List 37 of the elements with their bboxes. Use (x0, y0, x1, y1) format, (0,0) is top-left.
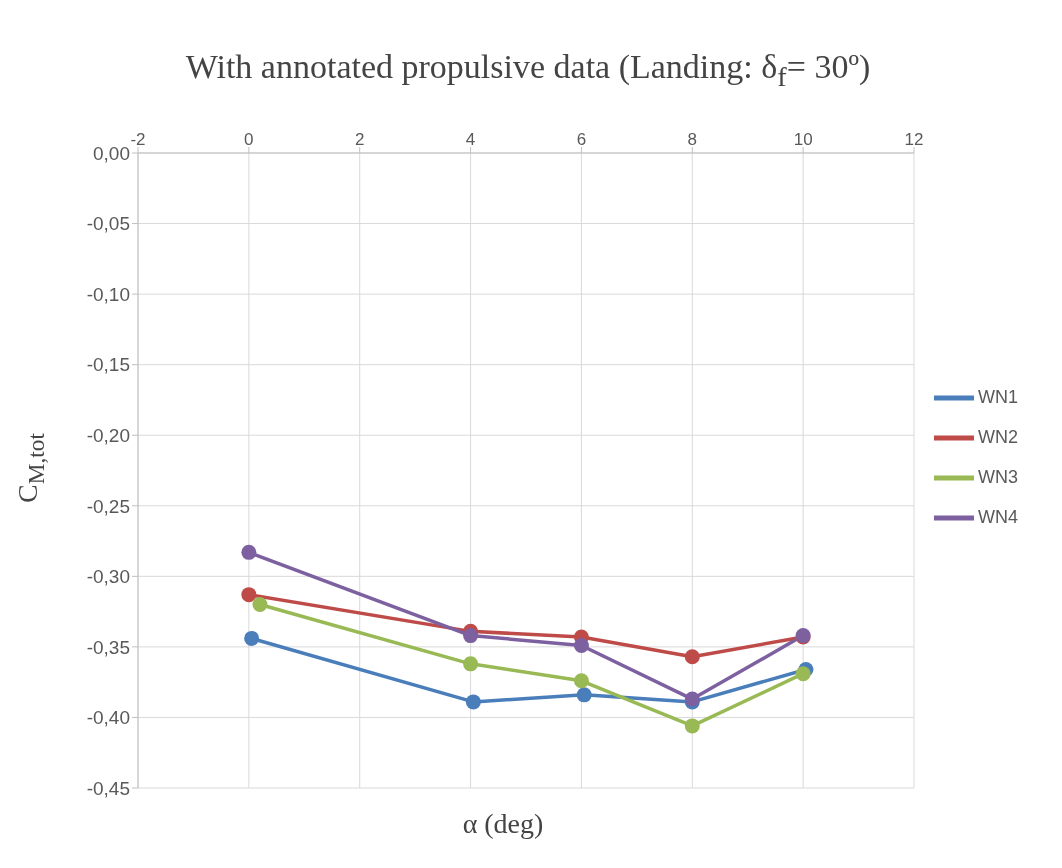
point (684, 649, 700, 665)
y-tick-label: -0,35 (86, 636, 130, 658)
x-tick-label: -2 (130, 130, 146, 149)
chart-title: With annotated propulsive data (Landing: δ$_{f}$= 30º) (185, 48, 871, 92)
point (684, 718, 700, 734)
point (463, 628, 479, 644)
x-tick-label: 8 (687, 130, 698, 149)
point (463, 656, 479, 672)
x-tick-label: 2 (354, 130, 365, 149)
point (244, 630, 260, 646)
x-tick-label: 6 (576, 130, 587, 149)
point (573, 673, 589, 689)
x-tick-label: 12 (904, 130, 924, 149)
x-tick-label: 0 (244, 130, 254, 149)
y-tick-label: -0,20 (86, 424, 130, 446)
y-tick-label: 0,00 (93, 142, 130, 164)
x-axis-title: α (deg) (462, 808, 544, 839)
y-tick-label: -0,25 (86, 495, 130, 517)
point (573, 637, 589, 653)
legend-label: WN1 (978, 386, 1018, 407)
point (465, 694, 481, 710)
legend-label: WN4 (978, 506, 1018, 527)
y-tick-label: -0,05 (86, 213, 130, 235)
point (241, 544, 257, 560)
point (795, 666, 811, 682)
y-tick-label: -0,40 (86, 707, 130, 729)
point (241, 587, 257, 603)
x-tick-label: 10 (793, 130, 813, 149)
legend-label: WN2 (978, 426, 1018, 447)
x-tick-label: 4 (465, 130, 476, 149)
point (252, 597, 268, 613)
y-tick-label: -0,10 (86, 283, 130, 305)
y-tick-label: -0,30 (86, 566, 130, 588)
legend-label: WN3 (978, 466, 1018, 487)
y-tick-label: -0,45 (86, 777, 130, 799)
y-tick-label: -0,15 (86, 354, 130, 376)
point (576, 687, 592, 703)
